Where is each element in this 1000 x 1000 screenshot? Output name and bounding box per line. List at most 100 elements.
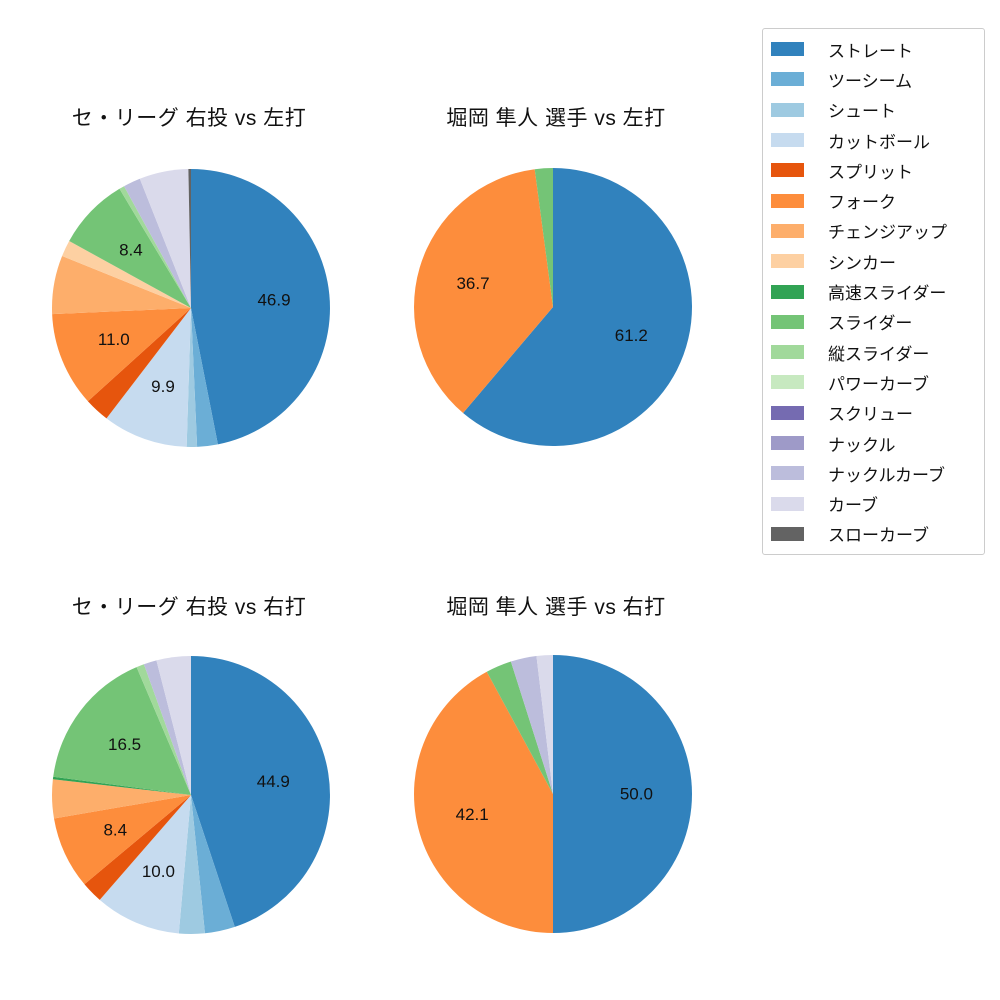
pct-label: 8.4 bbox=[119, 241, 143, 260]
pie-slice bbox=[414, 169, 553, 413]
legend-item: スライダー bbox=[763, 307, 984, 337]
legend-label: スローカーブ bbox=[828, 526, 929, 546]
legend-color-swatch bbox=[771, 72, 804, 87]
legend-color-swatch bbox=[771, 133, 804, 148]
legend-color-swatch bbox=[771, 314, 804, 329]
pie-slice bbox=[139, 169, 191, 308]
legend-item: 高速スライダー bbox=[763, 276, 984, 306]
legend-item: ナックルカーブ bbox=[763, 458, 984, 488]
legend-item: フォーク bbox=[763, 185, 984, 215]
legend-color-swatch bbox=[771, 345, 804, 360]
legend-label: 高速スライダー bbox=[828, 284, 947, 304]
pie-slice bbox=[191, 656, 330, 927]
legend-item: パワーカーブ bbox=[763, 367, 984, 397]
pie-slice bbox=[69, 188, 191, 308]
pct-label: 8.4 bbox=[103, 821, 127, 840]
pct-label: 36.7 bbox=[456, 274, 489, 293]
legend-item: スローカーブ bbox=[763, 519, 984, 549]
legend-label: スプリット bbox=[828, 162, 913, 182]
legend-label: パワーカーブ bbox=[828, 374, 929, 394]
legend-label: スライダー bbox=[828, 314, 913, 334]
legend-color-swatch bbox=[771, 466, 804, 481]
pie-slice bbox=[553, 655, 692, 933]
legend-label: ストレート bbox=[828, 41, 913, 61]
pie-slice bbox=[143, 660, 191, 795]
pie-slice bbox=[119, 186, 191, 308]
legend-label: カットボール bbox=[828, 132, 930, 152]
pie-slice bbox=[52, 776, 191, 795]
legend-item: チェンジアップ bbox=[763, 216, 984, 246]
pie-title-league-vs-left-batter: セ・リーグ 右投 vs 左打 bbox=[71, 107, 307, 130]
legend-color-swatch bbox=[771, 254, 804, 269]
pie-slice bbox=[124, 178, 191, 308]
pct-label: 44.9 bbox=[257, 772, 290, 791]
pct-label: 50.0 bbox=[620, 785, 653, 804]
pie-title-player-vs-right-batter: 堀岡 隼人 選手 vs 右打 bbox=[446, 596, 666, 619]
pie-slice bbox=[191, 308, 218, 447]
pie-slice bbox=[510, 655, 553, 794]
pie-player-vs-right-batter: 50.0 42.1 bbox=[414, 655, 692, 933]
pct-label: 11.0 bbox=[98, 330, 130, 349]
legend-label: シュート bbox=[828, 102, 896, 122]
pie-slice bbox=[486, 661, 553, 794]
legend-color-swatch bbox=[771, 223, 804, 238]
legend-label: シンカー bbox=[828, 253, 896, 273]
legend-color-swatch bbox=[771, 526, 804, 541]
pct-label: 9.9 bbox=[151, 377, 175, 396]
pie-slice bbox=[536, 655, 553, 794]
legend-label: ナックル bbox=[828, 435, 896, 455]
legend-color-swatch bbox=[771, 163, 804, 178]
pie-slice bbox=[62, 241, 192, 308]
pie-slice bbox=[414, 671, 553, 933]
legend-label: フォーク bbox=[828, 193, 896, 213]
pie-slice bbox=[463, 168, 693, 447]
pct-label: 46.9 bbox=[257, 290, 290, 309]
pie-slice bbox=[534, 168, 553, 307]
legend-item: 縦スライダー bbox=[763, 337, 984, 367]
legend-color-swatch bbox=[771, 102, 804, 117]
pct-label: 10.0 bbox=[142, 862, 175, 881]
pie-slice bbox=[191, 169, 330, 445]
legend-color-swatch bbox=[771, 496, 804, 511]
legend-color-swatch bbox=[771, 42, 804, 57]
pie-slice bbox=[106, 308, 191, 447]
legend-item: ナックル bbox=[763, 428, 984, 458]
legend-item: シュート bbox=[763, 95, 984, 125]
pie-player-vs-left-batter: 61.2 36.7 bbox=[414, 168, 693, 447]
pie-slice bbox=[54, 795, 191, 885]
pct-label: 16.5 bbox=[108, 735, 141, 754]
pct-label: 42.1 bbox=[456, 805, 489, 824]
legend-color-swatch bbox=[771, 284, 804, 299]
pie-slice bbox=[156, 656, 191, 795]
legend-item: カットボール bbox=[763, 125, 984, 155]
pie-slice bbox=[84, 795, 191, 900]
legend-item: カーブ bbox=[763, 488, 984, 518]
pie-slice bbox=[136, 664, 191, 795]
legend-label: ツーシーム bbox=[828, 71, 913, 91]
legend-item: シンカー bbox=[763, 246, 984, 276]
pct-label: 61.2 bbox=[615, 326, 648, 345]
pie-league-vs-left-batter: 46.9 9.9 11.0 8.4 bbox=[51, 168, 330, 448]
pie-slice bbox=[188, 168, 191, 308]
legend-label: スクリュー bbox=[828, 405, 913, 425]
pie-slice bbox=[53, 667, 192, 795]
pie-slice bbox=[52, 308, 191, 402]
legend-color-swatch bbox=[771, 405, 804, 420]
legend: ストレートツーシームシュートカットボール スプリットフォークチェンジアップ シンカー… bbox=[762, 28, 985, 556]
pie-slice bbox=[191, 795, 235, 934]
legend-label: 縦スライダー bbox=[828, 344, 930, 364]
pie-slice bbox=[87, 308, 191, 419]
pie-slice bbox=[178, 795, 205, 934]
pie-slice bbox=[186, 308, 198, 448]
legend-color-swatch bbox=[771, 193, 804, 208]
legend-item: ストレート bbox=[763, 34, 984, 64]
legend-label: カーブ bbox=[828, 496, 878, 516]
pie-slice bbox=[52, 779, 191, 819]
legend-item: ツーシーム bbox=[763, 64, 984, 94]
legend-color-swatch bbox=[771, 375, 804, 390]
pie-title-league-vs-right-batter: セ・リーグ 右投 vs 右打 bbox=[71, 596, 307, 619]
pie-title-player-vs-left-batter: 堀岡 隼人 選手 vs 左打 bbox=[446, 107, 666, 130]
pie-league-vs-right-batter: 44.9 10.0 8.4 16.5 bbox=[52, 656, 330, 934]
legend-label: チェンジアップ bbox=[828, 223, 947, 243]
legend-item: スクリュー bbox=[763, 398, 984, 428]
